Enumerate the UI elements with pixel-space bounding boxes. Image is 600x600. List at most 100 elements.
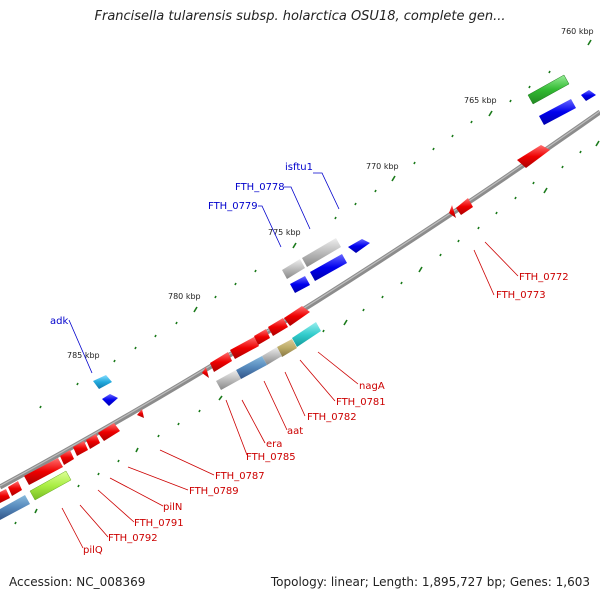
gene-label-era: era (266, 439, 282, 450)
feature-red-cds (210, 352, 232, 372)
tick-mark (548, 70, 551, 74)
tick-mark (391, 175, 396, 182)
tick-mark (14, 521, 17, 525)
gene-label-adk: adk (50, 316, 68, 327)
feature-blue-cds (539, 99, 576, 125)
gene-label-fth-0787: FTH_0787 (215, 471, 265, 482)
tick-mark (175, 321, 178, 325)
tick-mark (39, 405, 42, 409)
gene-label-fth-0782: FTH_0782 (307, 412, 357, 423)
feature-blue-arrow (102, 394, 118, 406)
feature-cyan-naga (292, 322, 321, 347)
feature-sky-adk (93, 375, 112, 389)
tick-mark (135, 447, 139, 453)
tick-mark (157, 434, 160, 438)
tick-mark (509, 99, 512, 103)
tick-mark (432, 147, 435, 151)
feature-red-arrow (137, 409, 144, 418)
lower-strand-features (0, 145, 550, 520)
tick-mark (561, 165, 564, 169)
gene-label-fth-0773: FTH_0773 (496, 290, 546, 301)
tick-mark (477, 226, 480, 230)
feature-steel (236, 356, 267, 379)
feature-red-cds (284, 306, 310, 326)
tick-mark (193, 306, 198, 313)
tick-marks (14, 39, 600, 525)
tick-mark (343, 319, 348, 326)
gene-label-fth-0791: FTH_0791 (134, 518, 184, 529)
tick-mark (400, 281, 403, 285)
upper-strand-features (93, 74, 596, 406)
feature-gray-pseudo (302, 238, 341, 267)
gene-label-fth-0785: FTH_0785 (246, 452, 296, 463)
gene-label-piln: pilN (163, 502, 182, 513)
feature-red-arrow (202, 367, 209, 378)
gene-label-pilq: pilQ (83, 545, 103, 556)
tick-mark (254, 269, 257, 273)
tick-mark (495, 211, 498, 215)
gene-label-fth-0772: FTH_0772 (519, 272, 569, 283)
feature-steel (0, 495, 30, 520)
tick-mark (154, 334, 157, 338)
tick-label: 770 kbp (366, 162, 399, 171)
tick-mark (292, 242, 297, 249)
tick-mark (354, 202, 357, 206)
tick-mark (77, 484, 80, 488)
tick-mark (97, 472, 100, 476)
tick-mark (418, 266, 423, 273)
feature-red-cds (254, 329, 270, 345)
feature-red-cds (8, 481, 22, 496)
tick-mark (334, 216, 337, 220)
tick-mark (413, 161, 416, 165)
tick-mark (234, 282, 237, 286)
feature-gray-pseudo (216, 370, 241, 390)
tick-mark (218, 395, 223, 401)
feature-red-cds (230, 337, 259, 359)
feature-red-cds (24, 458, 63, 485)
feature-red-cds (73, 441, 88, 456)
tick-mark (198, 409, 201, 413)
tick-mark (374, 189, 377, 193)
gene-labels: isftu1 FTH_0778 FTH_0779 adk FTH_0772 FT… (50, 162, 569, 556)
feature-blue-cds (348, 239, 370, 253)
tick-label: 765 kbp (464, 96, 497, 105)
tick-mark (439, 253, 442, 257)
gene-label-fth-0778: FTH_0778 (235, 182, 285, 193)
gene-label-isftu1: isftu1 (285, 162, 313, 173)
feature-red-cds (268, 318, 288, 336)
feature-gray-pseudo (282, 259, 305, 279)
map-title: Francisella tularensis subsp. holarctica… (94, 9, 506, 24)
tick-mark (134, 346, 137, 350)
gene-label-fth-0792: FTH_0792 (108, 533, 158, 544)
accession-text: Accession: NC_008369 (9, 575, 146, 589)
tick-mark (579, 150, 582, 154)
tick-mark (177, 422, 180, 426)
tick-mark (532, 181, 535, 185)
gene-label-fth-0779: FTH_0779 (208, 201, 258, 212)
kbp-labels: 760 kbp 765 kbp 770 kbp 775 kbp 780 kbp … (67, 27, 594, 360)
gene-label-fth-0781: FTH_0781 (336, 397, 386, 408)
tick-label: 775 kbp (268, 228, 301, 237)
tick-mark (470, 120, 473, 124)
tick-mark (362, 308, 365, 312)
feature-gray-pseudo (262, 347, 282, 365)
tick-mark (451, 134, 454, 138)
tick-mark (587, 39, 592, 46)
tick-mark (214, 295, 217, 299)
feature-red-cds (517, 145, 550, 168)
label-leaders (61, 172, 519, 549)
tick-label: 760 kbp (561, 27, 594, 36)
tick-mark (117, 459, 120, 463)
tick-mark (381, 295, 384, 299)
feature-red-arrow (449, 205, 456, 218)
tick-mark (34, 508, 38, 514)
tick-mark (488, 110, 493, 117)
feature-olive (277, 339, 297, 357)
feature-red-cds (98, 423, 120, 441)
feature-red-cds (60, 450, 74, 465)
tick-mark (76, 382, 79, 386)
feature-green-rna (527, 74, 570, 105)
feature-lime-pilq (29, 470, 72, 501)
topology-summary: Topology: linear; Length: 1,895,727 bp; … (270, 575, 590, 589)
